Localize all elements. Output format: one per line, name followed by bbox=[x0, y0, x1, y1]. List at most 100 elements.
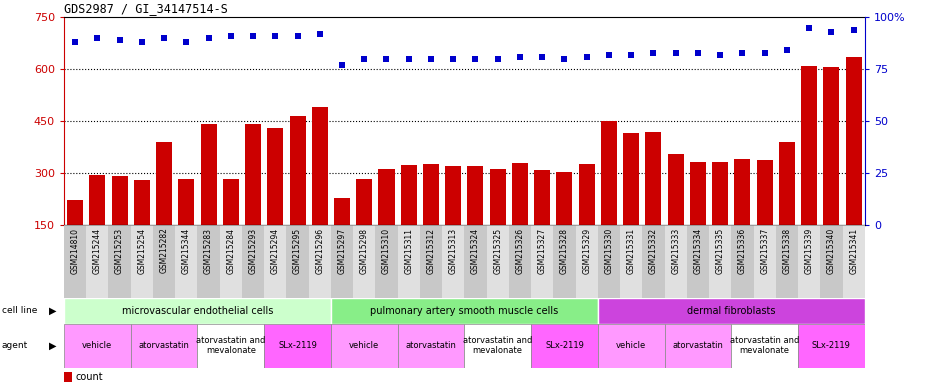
Bar bbox=[423, 164, 439, 276]
Point bbox=[446, 56, 461, 62]
Text: count: count bbox=[75, 372, 103, 382]
Text: atorvastatin: atorvastatin bbox=[672, 341, 724, 350]
Bar bbox=[734, 159, 750, 276]
Text: GSM215294: GSM215294 bbox=[271, 228, 280, 274]
Bar bbox=[464, 324, 531, 368]
Point bbox=[290, 33, 306, 39]
Point bbox=[668, 50, 683, 56]
Bar bbox=[512, 163, 528, 276]
Text: atorvastatin and
mevalonate: atorvastatin and mevalonate bbox=[196, 336, 265, 356]
Bar bbox=[331, 298, 598, 324]
Bar bbox=[312, 107, 328, 276]
Point bbox=[624, 51, 639, 58]
Text: GSM215336: GSM215336 bbox=[738, 228, 747, 274]
Bar bbox=[200, 124, 216, 276]
Bar bbox=[308, 225, 331, 298]
Bar bbox=[598, 225, 620, 298]
Bar bbox=[623, 133, 639, 276]
Text: GSM215335: GSM215335 bbox=[715, 228, 725, 274]
Bar bbox=[64, 324, 131, 368]
Bar bbox=[356, 179, 372, 276]
Bar bbox=[287, 225, 308, 298]
Bar bbox=[67, 200, 83, 276]
Point bbox=[824, 29, 839, 35]
Point bbox=[335, 62, 350, 68]
Bar bbox=[464, 225, 487, 298]
Point bbox=[602, 51, 617, 58]
Text: GSM215310: GSM215310 bbox=[382, 228, 391, 274]
Bar bbox=[398, 324, 464, 368]
Point bbox=[401, 56, 416, 62]
Text: GSM215312: GSM215312 bbox=[427, 228, 435, 273]
Bar bbox=[64, 298, 331, 324]
Point bbox=[691, 50, 706, 56]
Text: GSM215311: GSM215311 bbox=[404, 228, 414, 273]
Bar bbox=[509, 225, 531, 298]
Text: GSM215344: GSM215344 bbox=[181, 228, 191, 274]
Point bbox=[579, 54, 594, 60]
Bar bbox=[398, 225, 420, 298]
Text: GSM215332: GSM215332 bbox=[649, 228, 658, 274]
Text: GSM215284: GSM215284 bbox=[227, 228, 235, 273]
Bar bbox=[156, 142, 172, 276]
Bar bbox=[175, 225, 197, 298]
Bar bbox=[89, 175, 105, 276]
Bar bbox=[687, 225, 709, 298]
Text: GSM215341: GSM215341 bbox=[849, 228, 858, 274]
Bar bbox=[598, 298, 865, 324]
Point bbox=[112, 37, 127, 43]
Text: GSM214810: GSM214810 bbox=[70, 228, 80, 273]
Bar bbox=[331, 225, 353, 298]
Bar bbox=[112, 176, 128, 276]
Text: GSM215282: GSM215282 bbox=[160, 228, 168, 273]
Text: GSM215339: GSM215339 bbox=[805, 228, 814, 274]
Bar bbox=[601, 121, 617, 276]
Bar bbox=[757, 160, 773, 276]
Point bbox=[802, 25, 817, 31]
Text: GDS2987 / GI_34147514-S: GDS2987 / GI_34147514-S bbox=[64, 2, 227, 15]
Point bbox=[90, 35, 105, 41]
Bar bbox=[646, 132, 662, 276]
Bar bbox=[467, 166, 483, 276]
Text: GSM215331: GSM215331 bbox=[627, 228, 635, 274]
Text: GSM215244: GSM215244 bbox=[93, 228, 102, 274]
Point bbox=[179, 39, 194, 45]
Point bbox=[245, 33, 260, 39]
Bar bbox=[823, 68, 839, 276]
Bar bbox=[264, 225, 287, 298]
Point bbox=[646, 50, 661, 56]
Bar bbox=[798, 324, 865, 368]
Bar bbox=[665, 324, 731, 368]
Text: atorvastatin and
mevalonate: atorvastatin and mevalonate bbox=[730, 336, 799, 356]
Point bbox=[535, 54, 550, 60]
Bar bbox=[242, 225, 264, 298]
Text: atorvastatin: atorvastatin bbox=[138, 341, 190, 350]
Text: GSM215329: GSM215329 bbox=[582, 228, 591, 274]
Bar bbox=[179, 179, 195, 276]
Bar bbox=[131, 225, 153, 298]
Bar bbox=[709, 225, 731, 298]
Text: GSM215254: GSM215254 bbox=[137, 228, 147, 274]
Bar bbox=[223, 179, 239, 276]
Point bbox=[357, 56, 372, 62]
Bar bbox=[534, 170, 550, 276]
Point bbox=[224, 33, 239, 39]
Bar bbox=[442, 225, 464, 298]
Bar bbox=[133, 180, 149, 276]
Text: GSM215313: GSM215313 bbox=[448, 228, 458, 274]
Bar bbox=[245, 124, 261, 276]
Bar bbox=[554, 225, 575, 298]
Bar bbox=[334, 198, 350, 276]
Point bbox=[713, 51, 728, 58]
Point bbox=[268, 33, 283, 39]
Bar bbox=[713, 162, 728, 276]
Bar bbox=[531, 324, 598, 368]
Text: GSM215328: GSM215328 bbox=[560, 228, 569, 273]
Text: SLx-2119: SLx-2119 bbox=[278, 341, 317, 350]
Text: vehicle: vehicle bbox=[349, 341, 380, 350]
Text: GSM215296: GSM215296 bbox=[315, 228, 324, 274]
Point bbox=[779, 47, 794, 53]
Text: GSM215333: GSM215333 bbox=[671, 228, 681, 274]
Point bbox=[134, 39, 149, 45]
Bar bbox=[264, 324, 331, 368]
